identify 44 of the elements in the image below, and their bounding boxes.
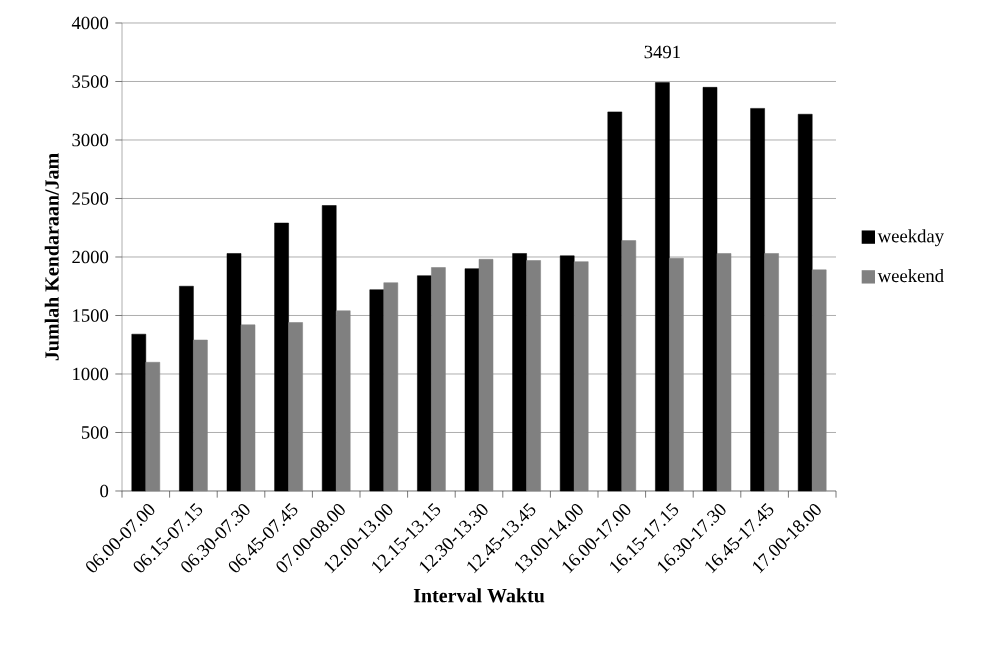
bar: [369, 289, 385, 492]
data-label: 3491: [644, 45, 680, 59]
legend-label: weekday: [877, 229, 944, 247]
bar: [797, 113, 813, 492]
bar: [226, 253, 242, 492]
bar: [669, 257, 684, 492]
bar: [274, 222, 289, 492]
y-tick-label: 2000: [72, 250, 109, 264]
bar: [335, 310, 351, 492]
bar: [478, 259, 494, 492]
bar: [383, 282, 399, 492]
bar: [716, 253, 732, 492]
bar: [240, 324, 256, 492]
bar: [750, 108, 765, 492]
bar: [559, 255, 575, 492]
bar: [464, 268, 480, 492]
bar: [702, 87, 718, 492]
legend-label: weekend: [877, 268, 944, 283]
y-tick-label: 1500: [73, 309, 109, 322]
bar: [526, 260, 541, 492]
bar: [621, 240, 637, 492]
y-tick-label: 4000: [71, 16, 109, 30]
bar: [573, 261, 589, 492]
y-axis-title: Jumlah Kendaraan/Jam: [44, 153, 59, 361]
bar: [811, 269, 827, 492]
bar: [288, 322, 303, 492]
bar: [179, 285, 194, 492]
bar: [321, 205, 337, 492]
y-tick-label: 3000: [72, 133, 109, 147]
bar: [431, 267, 446, 492]
bar: [145, 362, 161, 492]
bar: [131, 333, 147, 492]
bar: [607, 111, 623, 492]
x-axis-title: Interval Waktu: [413, 588, 545, 603]
bar: [655, 82, 670, 492]
bar: [193, 339, 208, 492]
y-tick-label: 2500: [72, 192, 109, 205]
bar: [512, 253, 527, 492]
y-tick-label: 0: [100, 484, 109, 498]
y-tick-label: 1000: [73, 367, 109, 381]
y-tick-label: 500: [81, 426, 109, 439]
bar: [764, 253, 779, 492]
bar: [417, 275, 432, 492]
y-tick-label: 3500: [72, 75, 109, 88]
